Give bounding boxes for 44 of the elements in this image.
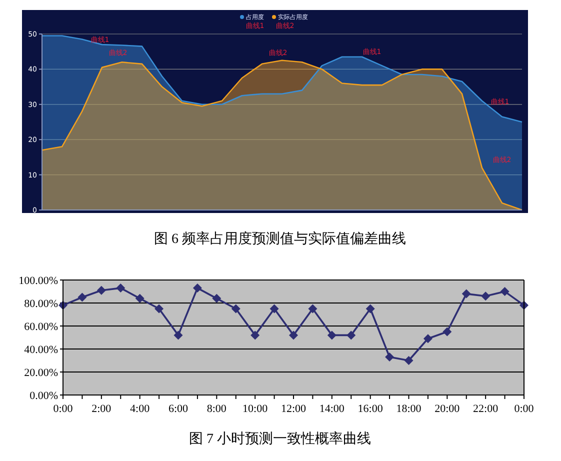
point bbox=[481, 292, 490, 301]
y-tick-label: 0.00% bbox=[30, 390, 58, 402]
point bbox=[154, 304, 164, 314]
text: 图 6 频率占用度预测值与实际值偏差曲线 bbox=[154, 231, 406, 247]
point bbox=[96, 286, 106, 295]
point bbox=[174, 330, 183, 340]
point bbox=[135, 294, 144, 303]
point bbox=[423, 334, 432, 344]
x-tick-label: 4:00 bbox=[130, 403, 150, 415]
x-tick-label: 10:00 bbox=[242, 403, 268, 415]
point bbox=[78, 292, 87, 302]
point bbox=[346, 330, 356, 340]
point bbox=[231, 304, 240, 314]
x-tick-label: 18:00 bbox=[396, 403, 422, 415]
point bbox=[270, 304, 279, 314]
point bbox=[116, 284, 126, 293]
x-tick-label: 6:00 bbox=[168, 403, 189, 415]
x-tick-label: 8:00 bbox=[206, 403, 227, 415]
y-tick-label: 40.00% bbox=[24, 344, 58, 356]
x-tick-label: 0:00 bbox=[514, 403, 534, 415]
point bbox=[366, 304, 375, 314]
point bbox=[327, 330, 336, 340]
x-tick-label: 2:00 bbox=[92, 403, 112, 415]
x-tick-label: 14:00 bbox=[319, 403, 345, 415]
y-tick-label: 100.00% bbox=[18, 274, 58, 287]
point bbox=[385, 352, 394, 362]
x-tick-label: 22:00 bbox=[473, 403, 499, 415]
y-tick-label: 60.00% bbox=[24, 320, 58, 333]
point bbox=[192, 284, 202, 293]
point bbox=[462, 289, 471, 298]
y-tick-label: 80.00% bbox=[24, 298, 58, 310]
point bbox=[442, 327, 452, 336]
x-tick-label: 12:00 bbox=[280, 403, 307, 415]
point bbox=[500, 287, 510, 296]
text: 图 7 小时预测一致性概率曲线 bbox=[189, 431, 371, 447]
point bbox=[212, 294, 222, 303]
y-tick-label: 20.00% bbox=[24, 366, 58, 379]
point bbox=[404, 356, 414, 365]
point bbox=[250, 330, 260, 340]
x-tick-label: 0:00 bbox=[53, 403, 74, 415]
point bbox=[289, 330, 298, 340]
point bbox=[308, 304, 318, 314]
x-tick-label: 20:00 bbox=[434, 403, 460, 415]
x-tick-label: 16:00 bbox=[358, 403, 384, 415]
